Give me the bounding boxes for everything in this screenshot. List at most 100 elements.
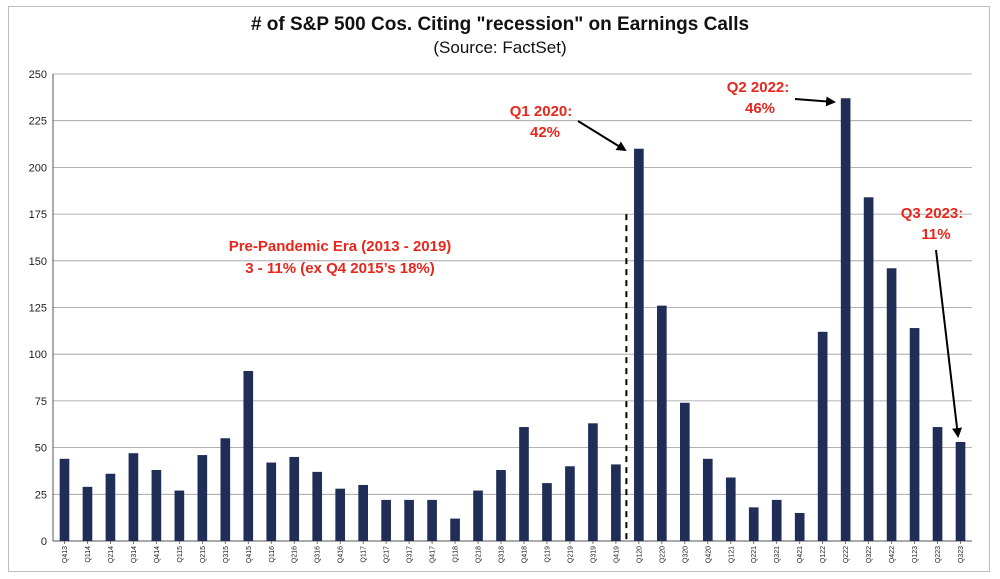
annotation-pre-pandemic-line1: Pre-Pandemic Era (2013 - 2019) bbox=[229, 238, 452, 255]
bar-Q216 bbox=[289, 456, 300, 541]
annotation-q3-2023-line2: 11% bbox=[921, 226, 950, 243]
x-tick-label: Q420 bbox=[705, 546, 712, 563]
bar-Q316 bbox=[312, 471, 323, 541]
bar-Q218 bbox=[473, 490, 483, 541]
x-tick-label: Q119 bbox=[544, 546, 551, 563]
x-tick-label: Q221 bbox=[751, 546, 758, 563]
chart-subtitle: (Source: FactSet) bbox=[433, 38, 567, 57]
annotation-q1-2020-arrow bbox=[577, 120, 627, 152]
bar-Q217 bbox=[381, 499, 391, 541]
bar-Q222 bbox=[840, 98, 851, 541]
bar-Q416 bbox=[335, 488, 346, 541]
x-tick-label: Q121 bbox=[728, 546, 735, 563]
x-tick-label: Q418 bbox=[521, 546, 528, 563]
x-tick-label: Q316 bbox=[315, 546, 322, 563]
x-tick-label: Q123 bbox=[912, 546, 919, 563]
y-axis-ticks: 0 25 50 75 100 125 150 175 200 225 250 bbox=[29, 69, 47, 548]
x-tick-label: Q116 bbox=[269, 546, 276, 563]
bar-Q115 bbox=[174, 490, 185, 541]
x-tick-label: Q317 bbox=[407, 546, 414, 563]
y-tick-label: 75 bbox=[35, 396, 47, 408]
x-tick-label: Q415 bbox=[246, 546, 253, 563]
x-tick-label: Q217 bbox=[384, 546, 391, 563]
annotation-q2-2022-arrow bbox=[794, 96, 836, 107]
y-tick-label: 150 bbox=[29, 256, 47, 268]
bar-Q220 bbox=[657, 305, 667, 541]
x-tick-label: Q419 bbox=[613, 546, 620, 563]
y-tick-label: 200 bbox=[29, 162, 47, 174]
x-tick-label: Q417 bbox=[430, 546, 437, 563]
annotation-q3-2023-arrow bbox=[935, 249, 963, 438]
annotation-q1-2020-line1: Q1 2020: bbox=[510, 103, 573, 120]
x-tick-label: Q318 bbox=[499, 546, 506, 563]
annotation-pre-pandemic-line2: 3 - 11% (ex Q4 2015’s 18%) bbox=[245, 260, 435, 277]
x-tick-label: Q117 bbox=[361, 546, 368, 563]
bar-Q223 bbox=[932, 427, 943, 541]
annotation-q3-2023-line1: Q3 2023: bbox=[901, 205, 964, 222]
annotation-q2-2022-line2: 46% bbox=[745, 100, 775, 117]
y-tick-label: 225 bbox=[29, 116, 47, 128]
y-tick-label: 250 bbox=[29, 69, 47, 81]
x-tick-label: Q421 bbox=[797, 546, 804, 563]
bar-Q122 bbox=[817, 331, 828, 541]
x-tick-label: Q120 bbox=[636, 546, 643, 563]
x-tick-label: Q115 bbox=[177, 546, 184, 563]
y-tick-label: 25 bbox=[35, 489, 47, 501]
bar-Q421 bbox=[794, 512, 805, 541]
bar-Q322 bbox=[863, 197, 874, 541]
y-tick-label: 125 bbox=[29, 303, 47, 315]
bar-Q320 bbox=[679, 402, 690, 541]
bar-Q123 bbox=[909, 328, 920, 541]
bar-Q221 bbox=[748, 507, 759, 541]
x-tick-label: Q215 bbox=[200, 546, 207, 563]
bar-Q219 bbox=[565, 466, 575, 541]
y-tick-label: 100 bbox=[29, 349, 47, 361]
bar-Q119 bbox=[542, 483, 552, 541]
gridlines bbox=[53, 73, 972, 542]
x-tick-label: Q314 bbox=[131, 546, 138, 563]
x-tick-label: Q219 bbox=[567, 546, 574, 563]
bar-Q323 bbox=[955, 441, 966, 541]
x-tick-label: Q413 bbox=[62, 546, 69, 563]
x-tick-label: Q122 bbox=[820, 546, 827, 563]
bar-Q418 bbox=[519, 427, 529, 541]
x-tick-label: Q414 bbox=[154, 546, 161, 563]
bar-Q215 bbox=[197, 455, 208, 541]
bar-Q319 bbox=[588, 423, 598, 541]
bar-Q422 bbox=[886, 268, 897, 541]
bar-Q420 bbox=[702, 458, 713, 541]
bar-Q118 bbox=[450, 518, 460, 541]
bar-Q114 bbox=[82, 486, 93, 541]
bar-Q214 bbox=[105, 473, 116, 541]
bar-Q317 bbox=[404, 499, 414, 541]
x-axis-ticks: Q413 Q114 Q214 Q314 Q414 Q115 Q215 Q315 Q415 Q116… bbox=[62, 541, 965, 563]
bars bbox=[59, 98, 966, 541]
y-tick-label: 175 bbox=[29, 209, 47, 221]
x-tick-label: Q220 bbox=[659, 546, 666, 563]
bar-Q318 bbox=[496, 470, 506, 541]
bar-Q314 bbox=[128, 453, 139, 541]
chart-title: # of S&P 500 Cos. Citing "recession" on … bbox=[250, 14, 750, 35]
x-tick-label: Q322 bbox=[866, 546, 873, 563]
annotation-q2-2022-line1: Q2 2022: bbox=[727, 79, 790, 96]
x-tick-label: Q214 bbox=[108, 546, 115, 563]
x-tick-label: Q223 bbox=[935, 546, 942, 563]
bar-Q417 bbox=[427, 499, 437, 541]
x-tick-label: Q422 bbox=[889, 546, 896, 563]
x-tick-label: Q218 bbox=[476, 546, 483, 563]
x-tick-label: Q319 bbox=[590, 546, 597, 563]
y-tick-label: 50 bbox=[35, 443, 47, 455]
x-tick-label: Q320 bbox=[682, 546, 689, 563]
bar-Q321 bbox=[771, 499, 782, 541]
x-tick-label: Q114 bbox=[85, 546, 92, 563]
x-tick-label: Q216 bbox=[292, 546, 299, 563]
bar-Q120 bbox=[634, 148, 644, 541]
bar-Q419 bbox=[611, 464, 621, 541]
bar-Q414 bbox=[151, 470, 162, 541]
bar-Q117 bbox=[358, 484, 368, 541]
x-tick-label: Q222 bbox=[843, 546, 850, 563]
x-tick-label: Q118 bbox=[453, 546, 460, 563]
annotation-q1-2020-line2: 42% bbox=[530, 124, 560, 141]
bar-Q315 bbox=[220, 438, 231, 541]
